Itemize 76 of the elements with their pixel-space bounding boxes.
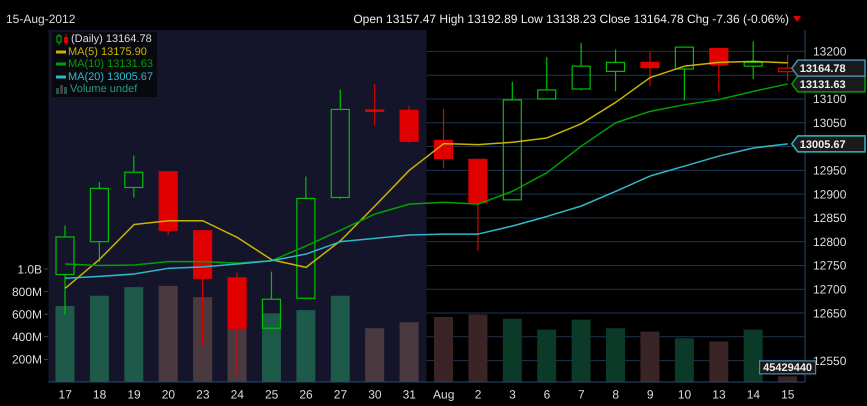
x-tick-label: 18 <box>92 388 107 402</box>
y-tick-label: 12850 <box>813 211 847 226</box>
x-tick-label: Aug <box>433 388 454 402</box>
candlestick <box>640 50 660 87</box>
y-tick-label: 12900 <box>813 187 847 202</box>
x-tick-label: 23 <box>196 388 210 402</box>
x-tick-label: 7 <box>578 388 585 402</box>
x-tick-label: 8 <box>612 388 620 402</box>
bar <box>193 297 212 382</box>
bar <box>709 342 728 382</box>
y-tick-label: 13050 <box>813 116 847 130</box>
y2-tick-label: 200M <box>12 352 42 367</box>
x-tick-label: 10 <box>678 388 692 402</box>
y-tick-label: 12550 <box>813 354 847 368</box>
annotation: 13164.78 <box>800 63 846 76</box>
bar <box>400 322 419 382</box>
data-label: 13131.63 <box>800 78 846 91</box>
data-label: 13005.67 <box>800 138 846 151</box>
y-tick-label: 12750 <box>813 258 847 273</box>
bar <box>606 328 626 382</box>
y-tick-label: 13100 <box>813 92 847 106</box>
bar <box>262 313 281 382</box>
bar <box>537 330 556 382</box>
y-tick-label: 13200 <box>813 44 847 59</box>
bar <box>296 310 316 382</box>
bar <box>640 332 660 382</box>
bar <box>330 296 350 382</box>
bar <box>124 287 144 382</box>
x-tick-label: 26 <box>299 388 314 402</box>
x-tick-label: 27 <box>334 388 348 402</box>
x-tick-label: 3 <box>509 388 516 402</box>
bar <box>90 296 109 382</box>
bar <box>434 316 453 382</box>
candlestick <box>365 84 384 126</box>
legend-label: Volume undef <box>70 83 138 96</box>
candlestick <box>124 154 144 198</box>
data-label: 45429440 <box>763 362 812 374</box>
bar <box>778 376 798 382</box>
y2-tick-label: 400M <box>12 330 42 344</box>
bar <box>365 328 384 382</box>
bar <box>56 306 74 382</box>
text: Open 13157.47 High 13192.89 Low 13138.23 Close 13164.78 Chg -7.36 (-0.06%) <box>353 12 789 26</box>
y-tick-label: 12650 <box>813 306 847 320</box>
bar <box>744 330 763 382</box>
x-tick-label: 20 <box>162 388 176 402</box>
x-tick-label: 9 <box>646 388 654 402</box>
x-tick-label: 13 <box>712 388 726 402</box>
y2-tick-label: 1.0B <box>17 262 42 276</box>
x-tick-label: 25 <box>264 388 279 402</box>
x-tick-label: 14 <box>746 388 760 402</box>
legend-label: MA(20) 13005.67 <box>68 70 153 83</box>
legend-label: (Daily) 13164.78 <box>71 33 152 46</box>
x-tick-label: 15 <box>781 388 795 402</box>
legend-label: MA(5) 13175.90 <box>68 46 147 58</box>
bar <box>572 320 591 382</box>
x-tick-label: 6 <box>544 388 551 402</box>
x-tick-label: 31 <box>402 388 416 402</box>
legend-label: MA(10) 13131.63 <box>68 58 153 70</box>
y-tick-label: 12950 <box>813 164 847 178</box>
line-series <box>64 143 789 280</box>
bar <box>468 314 488 382</box>
x-tick-label: 17 <box>58 388 72 402</box>
y2-tick-label: 600M <box>12 307 42 322</box>
y-tick-label: 12700 <box>813 282 847 297</box>
candlestick <box>606 48 626 92</box>
bar <box>158 286 178 382</box>
x-tick-label: 30 <box>368 388 382 402</box>
bar <box>502 318 522 382</box>
chart-subtitle: 15-Aug-2012 <box>6 12 76 26</box>
candlestick <box>744 40 763 80</box>
y2-tick-label: 800M <box>12 284 42 299</box>
x-tick-label: 24 <box>230 388 244 402</box>
bar <box>674 338 694 382</box>
y-tick-label: 12800 <box>813 234 847 249</box>
x-tick-label: 19 <box>127 388 142 402</box>
x-tick-label: 2 <box>474 388 482 402</box>
